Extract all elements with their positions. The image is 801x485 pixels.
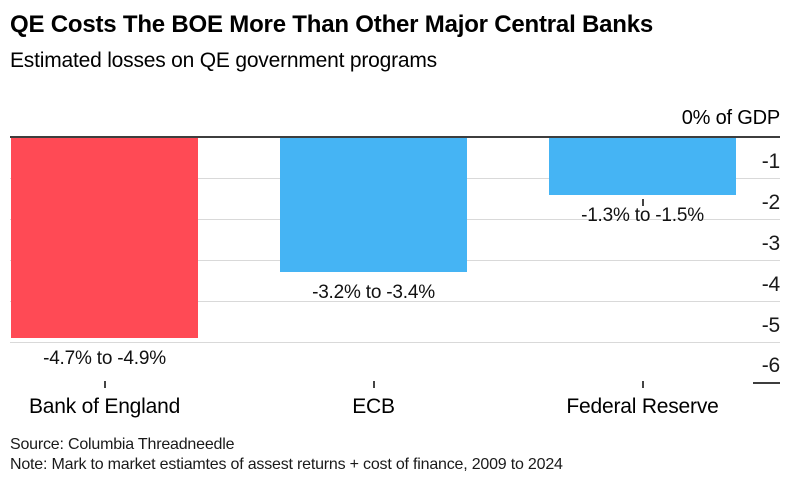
bar-bank-of-england [11, 138, 198, 338]
note-line: Note: Mark to market estiamtes of assest… [10, 456, 563, 473]
chart-title: QE Costs The BOE More Than Other Major C… [10, 11, 654, 38]
zero-baseline [10, 136, 780, 138]
x-axis-label-ecb: ECB [352, 395, 395, 418]
x-axis-label-federal-reserve: Federal Reserve [566, 395, 719, 418]
x-axis-tick-bank-of-england [103, 381, 106, 388]
x-axis-tick-federal-reserve [641, 381, 644, 388]
bar-value-label-bank-of-england: -4.7% to -4.9% [43, 348, 166, 369]
bar-ecb [280, 138, 467, 272]
fed-value-pointer-tick [641, 199, 644, 206]
chart-subtitle: Estimated losses on QE government progra… [10, 49, 437, 72]
gridline--5 [10, 342, 780, 343]
bar-federal-reserve [549, 138, 736, 195]
y-tick-label--2: -2 [761, 191, 780, 214]
bar-value-label-ecb: -3.2% to -3.4% [312, 282, 435, 303]
y-tick-label--6: -6 [761, 354, 780, 377]
x-axis-label-bank-of-england: Bank of England [28, 395, 181, 418]
y-tick-label--1: -1 [761, 150, 780, 173]
y-tick-label--5: -5 [761, 314, 780, 337]
y-axis-unit-label: 0% of GDP [681, 107, 780, 129]
source-line: Source: Columbia Threadneedle [10, 436, 235, 453]
gridline--4 [10, 301, 780, 302]
y-tick-label--3: -3 [761, 232, 780, 255]
y-tick-label--4: -4 [761, 273, 780, 296]
bar-value-label-federal-reserve: -1.3% to -1.5% [581, 205, 704, 226]
x-axis-tick-ecb [372, 381, 375, 388]
axis-end-dash [753, 382, 780, 384]
